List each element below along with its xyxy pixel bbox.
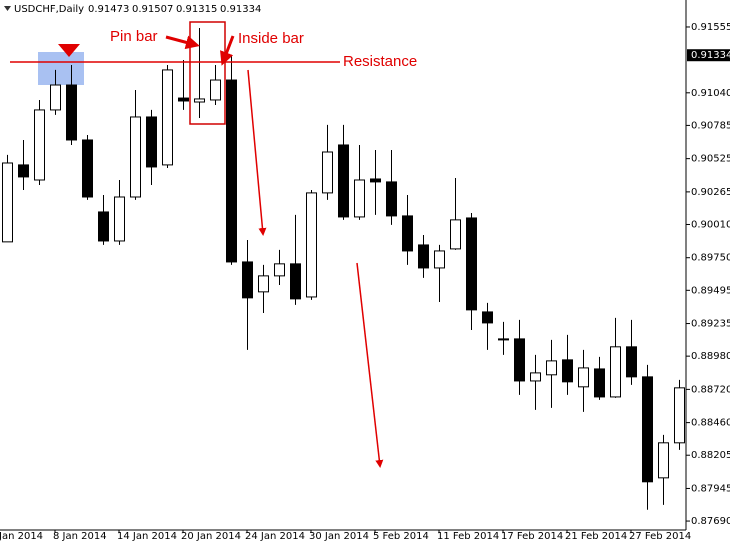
header-value: 0.91334 <box>220 4 261 15</box>
trend-arrow <box>356 262 384 468</box>
pattern-box <box>189 21 226 125</box>
header-value: 0.91315 <box>176 4 217 15</box>
header-icon <box>4 6 11 11</box>
bear-body <box>338 144 349 218</box>
bull-body <box>578 367 589 388</box>
y-tick-label: 0.87945 <box>691 483 730 494</box>
x-tick-label: 11 Feb 2014 <box>437 531 499 542</box>
bear-body <box>594 368 605 398</box>
bull-body <box>274 263 285 277</box>
y-tick-label: 0.89495 <box>691 285 730 296</box>
marker-triangle <box>58 44 80 57</box>
bear-body <box>226 79 237 263</box>
y-tick-label: 0.88205 <box>691 450 730 461</box>
y-tick-label: 0.89235 <box>691 319 730 330</box>
resistance-label: Resistance <box>343 53 417 70</box>
bull-body <box>434 250 445 269</box>
header-symbol: USDCHF,Daily <box>14 4 84 15</box>
bear-body <box>290 263 301 300</box>
plot-area <box>2 27 685 510</box>
bear-body <box>82 139 93 198</box>
y-tick-label: 0.91555 <box>691 22 730 33</box>
bear-body <box>242 261 253 299</box>
y-tick-label: 0.90785 <box>691 120 730 131</box>
bull-body <box>530 372 541 382</box>
x-tick-label: 27 Feb 2014 <box>629 531 691 542</box>
bear-body <box>18 164 29 178</box>
x-tick-label: 8 Jan 2014 <box>53 531 107 542</box>
bear-body <box>386 181 397 217</box>
bear-body <box>514 338 525 382</box>
bear-body <box>642 376 653 483</box>
bear-body <box>98 211 109 242</box>
inside-bar-arrow <box>220 35 235 66</box>
bull-body <box>306 192 317 298</box>
x-tick-label: 5 Feb 2014 <box>373 531 429 542</box>
bull-body <box>210 79 221 101</box>
trend-arrow <box>247 69 267 236</box>
y-tick-label: 0.90525 <box>691 154 730 165</box>
y-tick-label: 0.88980 <box>691 351 730 362</box>
x-tick-label: 24 Jan 2014 <box>245 531 305 542</box>
bull-body <box>450 219 461 250</box>
x-tick-label: 20 Jan 2014 <box>181 531 241 542</box>
x-tick-label: Jan 2014 <box>0 531 43 542</box>
bear-body <box>370 178 381 183</box>
bull-body <box>658 442 669 479</box>
x-tick-label: 17 Feb 2014 <box>501 531 563 542</box>
y-tick-label: 0.87690 <box>691 516 730 527</box>
bear-body <box>466 217 477 311</box>
bear-body <box>482 311 493 324</box>
bear-body <box>626 346 637 378</box>
bull-body <box>674 387 685 444</box>
x-tick-label: 21 Feb 2014 <box>565 531 627 542</box>
bear-body <box>146 116 157 168</box>
y-tick-label: 0.91040 <box>691 88 730 99</box>
y-tick-label: 0.88720 <box>691 384 730 395</box>
y-tick-label: 0.90265 <box>691 187 730 198</box>
bull-body <box>162 69 173 166</box>
pin-bar-arrow <box>165 35 200 50</box>
last-price-label: 0.91334 <box>691 50 730 61</box>
y-tick-label: 0.88460 <box>691 418 730 429</box>
bull-body <box>354 179 365 218</box>
bear-body <box>178 97 189 102</box>
bear-body <box>66 84 77 141</box>
y-tick-label: 0.89750 <box>691 253 730 264</box>
bear-body <box>402 215 413 252</box>
bull-body <box>50 84 61 111</box>
bear-body <box>498 338 509 341</box>
pin-bar-label: Pin bar <box>110 28 158 45</box>
bear-body <box>562 359 573 383</box>
bull-body <box>130 116 141 198</box>
x-tick-label: 30 Jan 2014 <box>309 531 369 542</box>
inside-bar-label: Inside bar <box>238 30 304 47</box>
bear-body <box>418 244 429 269</box>
header-value: 0.91473 <box>88 4 129 15</box>
last-price-box <box>687 49 730 62</box>
bull-body <box>114 196 125 242</box>
y-tick-label: 0.90010 <box>691 219 730 230</box>
header-value: 0.91507 <box>132 4 173 15</box>
bull-body <box>610 346 621 398</box>
bull-body <box>546 360 557 376</box>
bull-body <box>258 275 269 293</box>
bull-body <box>194 98 205 103</box>
bull-body <box>322 151 333 194</box>
bull-body <box>34 109 45 181</box>
highlight-box <box>38 52 84 85</box>
x-tick-label: 14 Jan 2014 <box>117 531 177 542</box>
bull-body <box>2 162 13 243</box>
